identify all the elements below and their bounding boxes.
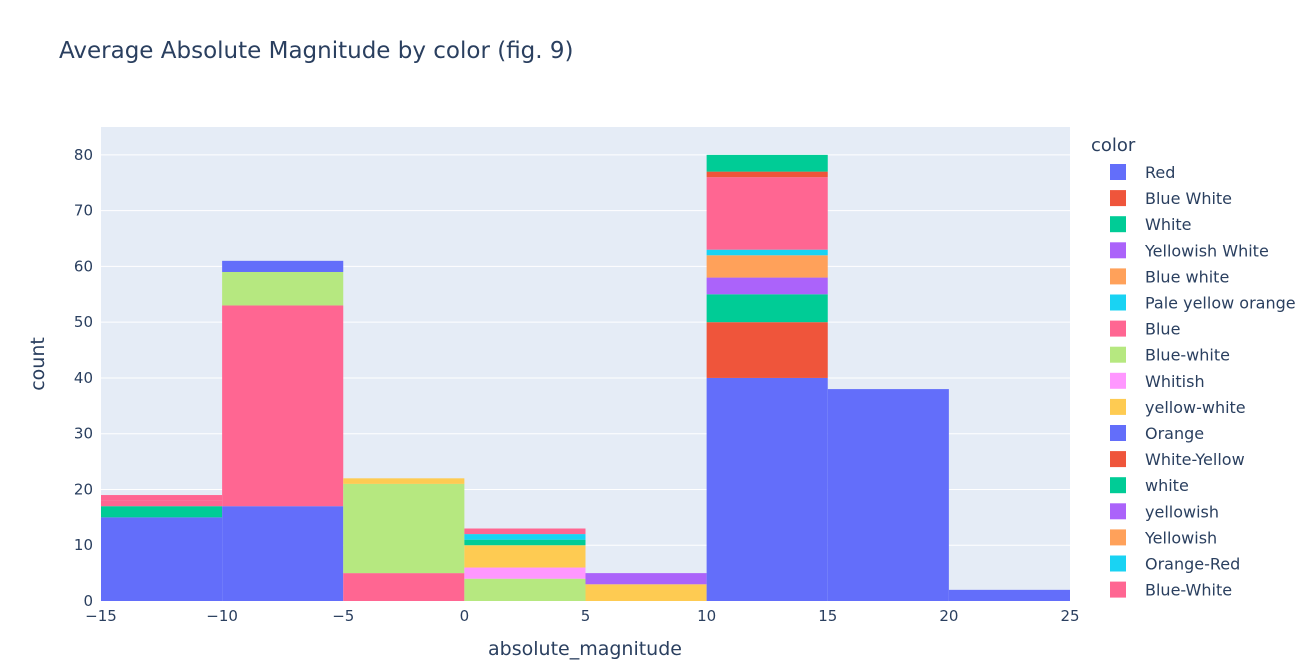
- x-tick-label: 10: [697, 607, 716, 625]
- y-axis-ticks: 0 10 20 30 40 50 60 70 80: [74, 146, 93, 610]
- bar-segment: [343, 573, 465, 601]
- bar-segment: [706, 154, 828, 172]
- legend-label: Whitish: [1145, 372, 1205, 391]
- bar-segment: [101, 517, 223, 601]
- bar-segment: [464, 578, 586, 601]
- y-axis-title: count: [27, 337, 49, 391]
- bar-segment: [585, 573, 707, 585]
- legend-swatch: [1110, 320, 1126, 337]
- x-tick-label: −10: [206, 607, 238, 625]
- bar-segment: [948, 589, 1070, 601]
- legend-swatch: [1110, 242, 1126, 259]
- y-tick-label: 70: [74, 202, 93, 220]
- legend-swatch: [1110, 190, 1126, 207]
- legend-label: White: [1145, 215, 1192, 234]
- legend-label: White-Yellow: [1145, 450, 1245, 469]
- x-tick-label: 5: [581, 607, 591, 625]
- legend-label: Blue-white: [1145, 346, 1230, 365]
- x-tick-label: 25: [1060, 607, 1079, 625]
- x-tick-label: 20: [939, 607, 958, 625]
- bar-segment: [464, 528, 586, 535]
- y-tick-label: 30: [74, 425, 93, 443]
- legend: Red Blue White White Yellowish White Blue wh…: [1110, 163, 1296, 600]
- bar-segment: [222, 271, 344, 306]
- legend-swatch: [1110, 529, 1126, 546]
- legend-label: white: [1145, 476, 1189, 495]
- legend-swatch: [1110, 503, 1126, 520]
- chart-title: Average Absolute Magnitude by color (fig…: [59, 38, 574, 64]
- bar-segment: [101, 500, 223, 507]
- y-tick-label: 60: [74, 257, 93, 275]
- legend-title: color: [1091, 135, 1136, 156]
- legend-label: Blue White: [1145, 189, 1232, 208]
- legend-label: Blue white: [1145, 267, 1229, 286]
- y-tick-label: 20: [74, 480, 93, 498]
- legend-swatch: [1110, 425, 1126, 441]
- bar-segment: [222, 506, 344, 601]
- y-tick-label: 10: [74, 536, 93, 554]
- legend-swatch: [1110, 581, 1126, 598]
- bar-segment: [706, 322, 828, 378]
- legend-label: yellowish: [1145, 502, 1219, 521]
- legend-label: Orange-Red: [1145, 555, 1240, 574]
- bar-segment: [464, 567, 586, 579]
- y-tick-label: 0: [83, 592, 93, 610]
- legend-label: Orange: [1145, 424, 1204, 443]
- bar-segment: [706, 277, 828, 295]
- bar-segment: [464, 539, 586, 546]
- legend-swatch: [1110, 555, 1126, 572]
- legend-swatch: [1110, 294, 1126, 311]
- y-tick-label: 80: [74, 146, 93, 164]
- legend-label: Pale yellow orange: [1145, 294, 1296, 313]
- bar-segment: [343, 483, 465, 574]
- bar-segment: [101, 506, 223, 518]
- y-tick-label: 50: [74, 313, 93, 331]
- legend-swatch: [1110, 346, 1126, 363]
- bar-segment: [827, 389, 949, 601]
- x-tick-label: −5: [332, 607, 354, 625]
- x-tick-label: 0: [460, 607, 470, 625]
- bar-segment: [706, 171, 828, 178]
- bar-segment: [101, 495, 223, 501]
- x-tick-label: 15: [818, 607, 837, 625]
- y-tick-label: 40: [74, 369, 93, 387]
- bar-segment: [706, 294, 828, 323]
- legend-label: Yellowish: [1144, 528, 1217, 547]
- bar-segment: [706, 377, 828, 601]
- x-tick-label: −15: [85, 607, 117, 625]
- legend-swatch: [1110, 372, 1126, 389]
- legend-swatch: [1110, 477, 1126, 494]
- bar-segment: [706, 249, 828, 256]
- bar-segment: [222, 260, 344, 272]
- bar-segment: [464, 545, 586, 568]
- bar-segment: [706, 255, 828, 278]
- legend-swatch: [1110, 164, 1126, 180]
- legend-swatch: [1110, 268, 1126, 285]
- bars: [101, 154, 1070, 601]
- legend-label: Yellowish White: [1144, 241, 1269, 260]
- legend-swatch: [1110, 451, 1126, 468]
- x-axis-ticks: −15 −10 −5 0 5 10 15 20 25: [85, 607, 1079, 625]
- legend-label: yellow-white: [1145, 398, 1246, 417]
- legend-label: Red: [1145, 163, 1175, 182]
- bar-segment: [343, 478, 465, 484]
- bar-segment: [706, 177, 828, 250]
- legend-swatch: [1110, 216, 1126, 233]
- bar-segment: [585, 584, 707, 601]
- x-axis-title: absolute_magnitude: [488, 638, 682, 660]
- bar-segment: [464, 534, 586, 540]
- legend-swatch: [1110, 398, 1126, 415]
- bar-segment: [222, 305, 344, 507]
- legend-label: Blue: [1145, 320, 1180, 339]
- legend-label: Blue-White: [1145, 581, 1232, 600]
